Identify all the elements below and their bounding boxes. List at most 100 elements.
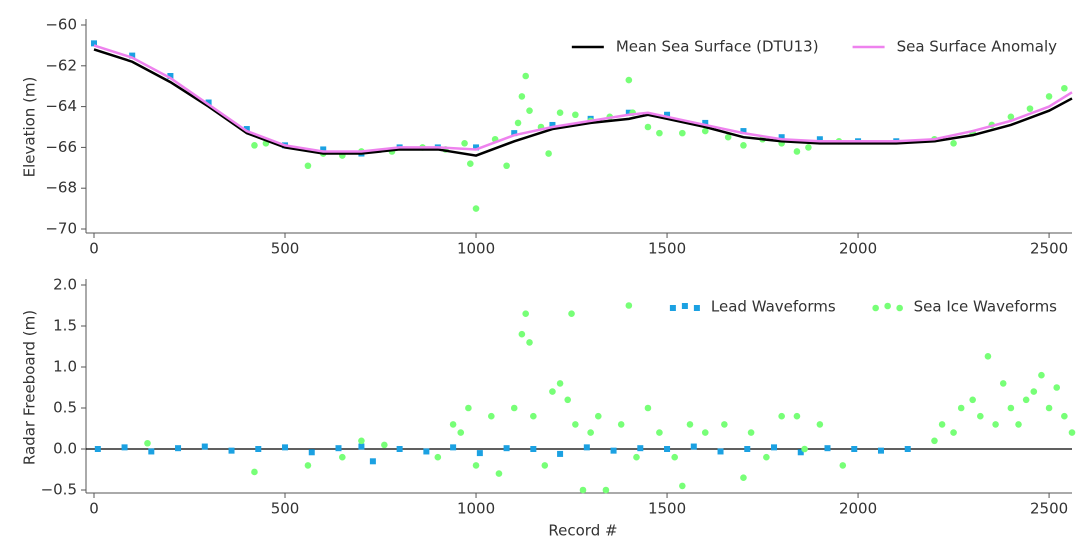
marker [644, 123, 652, 131]
marker [255, 446, 262, 452]
marker [717, 448, 724, 455]
marker [633, 453, 640, 461]
marker [530, 412, 537, 420]
marker [644, 404, 652, 412]
marker [679, 482, 686, 490]
marker [1026, 105, 1034, 112]
marker [335, 445, 342, 452]
marker [839, 462, 847, 469]
legend-swatch [669, 305, 676, 311]
marker [1030, 388, 1038, 395]
marker [320, 146, 327, 153]
marker [763, 453, 770, 461]
marker [522, 72, 529, 80]
marker [167, 73, 174, 79]
marker [473, 144, 480, 151]
marker [724, 133, 732, 141]
marker [121, 444, 128, 451]
marker [625, 109, 632, 116]
marker [1068, 429, 1076, 436]
marker [511, 130, 518, 137]
x-tick-label: 500 [271, 500, 300, 518]
marker [94, 446, 101, 452]
x-tick-label: 1000 [457, 240, 495, 258]
marker [740, 142, 747, 149]
marker [984, 353, 992, 360]
marker [778, 412, 785, 420]
y-tick-label: 1.5 [53, 317, 77, 335]
marker [572, 111, 579, 119]
marker [434, 453, 442, 461]
marker [587, 429, 594, 436]
legend-swatch [681, 303, 688, 309]
marker [381, 441, 388, 449]
marker [358, 443, 365, 450]
marker [526, 107, 533, 114]
marker [472, 462, 480, 469]
marker [1022, 396, 1030, 404]
marker [583, 444, 590, 451]
marker [1061, 84, 1068, 92]
y-tick-label: 0.5 [53, 399, 77, 417]
marker [545, 150, 552, 157]
marker [205, 99, 212, 106]
y-tick-label: −70 [45, 220, 77, 238]
marker [549, 388, 556, 395]
marker [541, 462, 549, 469]
x-tick-label: 1500 [648, 500, 686, 518]
marker [251, 468, 258, 476]
legend-swatch [884, 302, 891, 310]
legend: Sea Ice Waveforms Lead Waveforms [669, 298, 1058, 316]
marker [1015, 421, 1022, 428]
x-tick-label: 0 [89, 240, 99, 258]
y-tick-label: 0.0 [53, 440, 77, 458]
marker [557, 450, 564, 457]
marker [594, 412, 602, 420]
marker [969, 396, 976, 404]
x-tick-label: 0 [89, 500, 99, 518]
marker [1007, 404, 1015, 412]
marker [1061, 412, 1068, 420]
legend-swatch [693, 305, 700, 311]
marker [457, 429, 465, 436]
marker [977, 412, 984, 420]
marker [514, 119, 522, 127]
marker [228, 447, 235, 454]
marker [1038, 371, 1045, 379]
x-tick-label: 2500 [1030, 240, 1068, 258]
marker [950, 429, 957, 436]
marker [530, 446, 537, 452]
marker [488, 412, 495, 420]
y-tick-label: −62 [45, 56, 77, 74]
marker [950, 140, 957, 147]
marker [510, 404, 518, 412]
marker [568, 310, 575, 318]
marker [931, 437, 938, 445]
marker [144, 439, 151, 447]
marker [637, 445, 644, 452]
marker [816, 136, 823, 143]
subplot: −70 −68 −66 −64 −62 −60 0 500 1000 1500 2000 2500 El… [21, 16, 1073, 258]
marker [702, 119, 709, 126]
marker [564, 396, 572, 404]
subplot: −0.5 0.0 0.5 1.0 1.5 2.0 0 500 1000 1500 2000 2500 R… [21, 276, 1076, 540]
legend-label: Sea Ice Waveforms [914, 298, 1058, 316]
legend-label: Sea Surface Anomaly [897, 38, 1058, 56]
legend-swatch [872, 304, 879, 312]
marker [449, 421, 457, 428]
marker [461, 140, 468, 147]
marker [304, 162, 312, 170]
marker [625, 302, 633, 309]
legend-swatch [896, 304, 903, 312]
x-tick-label: 1000 [457, 500, 495, 518]
marker [148, 448, 155, 455]
line [93, 44, 1073, 153]
marker [999, 380, 1007, 387]
marker [778, 134, 785, 141]
marker [992, 421, 999, 428]
marker [201, 443, 208, 450]
marker [793, 148, 801, 155]
legend-label: Lead Waveforms [711, 298, 836, 316]
